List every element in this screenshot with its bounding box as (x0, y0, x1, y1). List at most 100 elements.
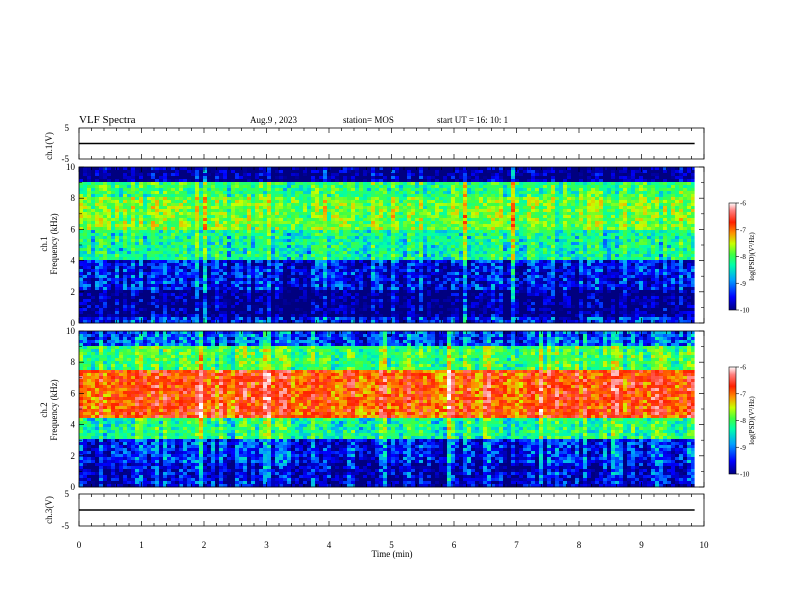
spectrogram-cell (287, 203, 292, 207)
spectrogram-cell (447, 221, 452, 225)
spectrogram-cell (367, 203, 372, 207)
spectrogram-cell (283, 221, 288, 225)
spectrogram-cell (151, 290, 156, 294)
spectrogram-cell (271, 239, 276, 243)
spectrogram-cell (291, 251, 296, 255)
spectrogram-cell (155, 299, 160, 303)
spectrogram-cell (375, 170, 380, 174)
spectrogram-cell (219, 305, 224, 309)
spectrogram-cell (367, 317, 372, 321)
spectrogram-cell (359, 236, 364, 240)
spectrogram-cell (223, 296, 228, 300)
spectrogram-cell (83, 242, 88, 246)
spectrogram-cell (451, 227, 456, 231)
spectrogram-cell (175, 254, 180, 258)
spectrogram-cell (287, 266, 292, 270)
spectrogram-cell (451, 251, 456, 255)
spectrogram-cell (167, 191, 172, 195)
spectrogram-cell (415, 182, 420, 186)
spectrogram-cell (131, 314, 136, 318)
spectrogram-cell (391, 218, 396, 222)
spectrogram-cell (383, 320, 388, 324)
spectrogram-cell (423, 260, 428, 264)
spectrogram-cell (199, 227, 204, 231)
spectrogram-cell (167, 239, 172, 243)
spectrogram-cell (235, 266, 240, 270)
spectrogram-cell (319, 290, 324, 294)
spectrogram-cell (135, 236, 140, 240)
spectrogram-cell (459, 290, 464, 294)
spectrogram-cell (307, 314, 312, 318)
spectrogram-cell (195, 221, 200, 225)
spectrogram-cell (347, 302, 352, 306)
spectrogram-cell (311, 236, 316, 240)
spectrogram-cell (331, 260, 336, 264)
spectrogram-cell (91, 203, 96, 207)
spectrogram-cell (131, 311, 136, 315)
spectrogram-cell (203, 233, 208, 237)
spectrogram-cell (355, 194, 360, 198)
spectrogram-cell (319, 227, 324, 231)
spectrogram-cell (239, 179, 244, 183)
spectrogram-cell (395, 167, 400, 171)
spectrogram-cell (299, 227, 304, 231)
spectrogram-cell (231, 242, 236, 246)
spectrogram-cell (111, 308, 116, 312)
spectrogram-cell (271, 269, 276, 273)
spectrogram-cell (303, 191, 308, 195)
spectrogram-cell (431, 290, 436, 294)
spectrogram-cell (295, 287, 300, 291)
spectrogram-cell (111, 224, 116, 228)
spectrogram-cell (139, 278, 144, 282)
spectrogram-cell (299, 305, 304, 309)
spectrogram-cell (275, 317, 280, 321)
spectrogram-cell (107, 212, 112, 216)
spectrogram-cell (115, 317, 120, 321)
spectrogram-cell (107, 194, 112, 198)
spectrogram-cell (371, 197, 376, 201)
spectrogram-cell (271, 275, 276, 279)
spectrogram-cell (335, 299, 340, 303)
spectrogram-cell (455, 179, 460, 183)
spectrogram-cell (399, 314, 404, 318)
spectrogram-cell (263, 209, 268, 213)
spectrogram-cell (259, 224, 264, 228)
spectrogram-cell (215, 242, 220, 246)
spectrogram-cell (387, 206, 392, 210)
spectrogram-cell (167, 185, 172, 189)
spectrogram-cell (179, 305, 184, 309)
spectrogram-cell (79, 248, 84, 252)
spectrogram-cell (179, 266, 184, 270)
spectrogram-cell (307, 176, 312, 180)
spectrogram-cell (263, 185, 268, 189)
spectrogram-cell (199, 314, 204, 318)
spectrogram-cell (407, 170, 412, 174)
spectrogram-cell (263, 299, 268, 303)
spectrogram-cell (155, 167, 160, 171)
spectrogram-cell (87, 197, 92, 201)
spectrogram-cell (331, 302, 336, 306)
spectrogram-cell (251, 254, 256, 258)
spectrogram-cell (99, 230, 104, 234)
spectrogram-cell (451, 308, 456, 312)
spectrogram-cell (195, 170, 200, 174)
spectrogram-cell (87, 314, 92, 318)
spectrogram-cell (319, 302, 324, 306)
spectrogram-cell (151, 278, 156, 282)
spectrogram-cell (323, 212, 328, 216)
spectrogram-cell (183, 239, 188, 243)
spectrogram-cell (323, 200, 328, 204)
spectrogram-cell (119, 311, 124, 315)
spectrogram-cell (119, 287, 124, 291)
spectrogram-cell (335, 182, 340, 186)
spectrogram-cell (203, 200, 208, 204)
spectrogram-cell (135, 248, 140, 252)
spectrogram-cell (323, 314, 328, 318)
spectrogram-cell (383, 224, 388, 228)
spectrogram-cell (423, 314, 428, 318)
spectrogram-cell (167, 221, 172, 225)
spectrogram-cell (323, 233, 328, 237)
spectrogram-cell (275, 242, 280, 246)
spectrogram-cell (303, 179, 308, 183)
spectrogram-cell (247, 242, 252, 246)
